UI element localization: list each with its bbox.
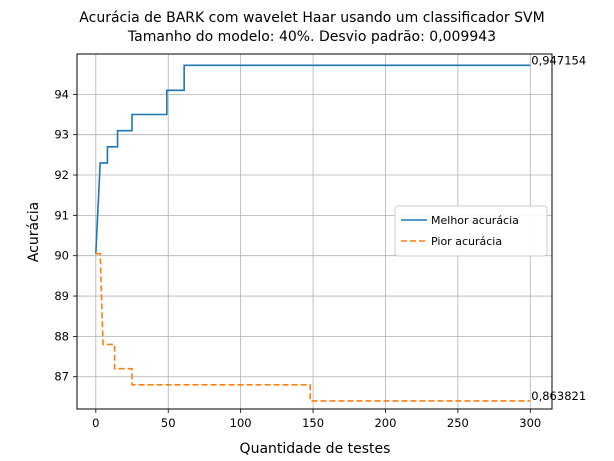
y-axis-label: Acurácia: [26, 202, 42, 262]
series-group: [95, 64, 531, 402]
x-tick-label: 0: [92, 416, 99, 430]
annotations: 0,947154 0,863821: [531, 53, 586, 403]
y-tick-label: 91: [54, 208, 69, 222]
legend: Melhor acurácia Pior acurácia: [394, 205, 548, 257]
y-tick-label: 90: [54, 249, 69, 263]
x-tick-label: 200: [374, 416, 396, 430]
plot-frame: [76, 53, 553, 410]
y-tick-label: 89: [54, 289, 69, 303]
chart-title-line2: Tamanho do modelo: 40%. Desvio padrão: 0…: [127, 29, 496, 45]
legend-box: [394, 205, 548, 257]
annotation-label: 0,863821: [531, 389, 586, 403]
chart-title-line1: Acurácia de BARK com wavelet Haar usando…: [79, 10, 544, 26]
x-tick-label: 150: [302, 416, 324, 430]
legend-label-melhor: Melhor acurácia: [431, 214, 519, 227]
series-line-0: [95, 64, 531, 254]
x-axis-label: Quantidade de testes: [240, 441, 391, 457]
y-axis-ticks: 87 88 89 90 91 92 93 94: [54, 87, 77, 384]
legend-label-pior: Pior acurácia: [431, 235, 502, 248]
series-line-1: [95, 252, 531, 402]
y-tick-label: 93: [54, 128, 69, 142]
x-axis-ticks: 0 50 100 150 200 250 300: [92, 409, 541, 430]
y-tick-label: 88: [54, 329, 69, 343]
y-tick-label: 94: [54, 87, 69, 101]
y-tick-label: 87: [54, 370, 69, 384]
x-tick-label: 100: [230, 416, 252, 430]
x-tick-label: 50: [161, 416, 176, 430]
annotation-label: 0,947154: [531, 53, 586, 67]
y-tick-label: 92: [54, 168, 69, 182]
x-tick-label: 250: [447, 416, 469, 430]
x-tick-label: 300: [519, 416, 541, 430]
